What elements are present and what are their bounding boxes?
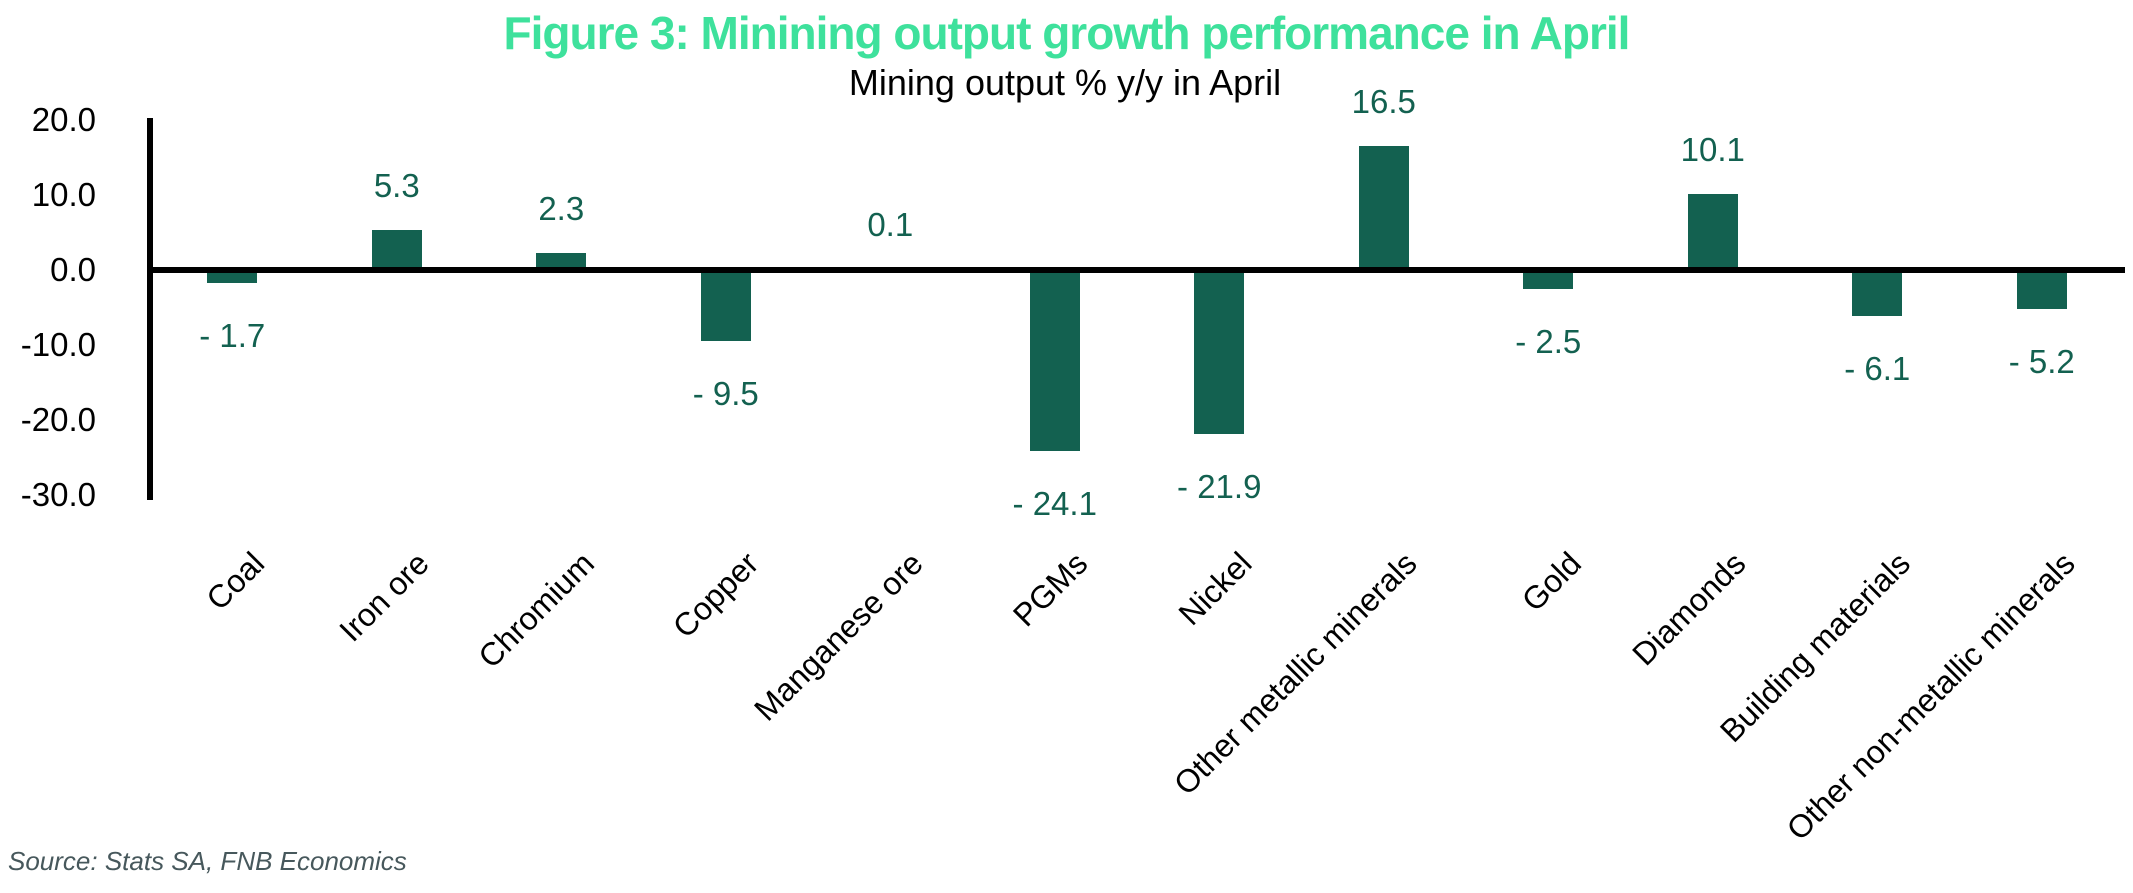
data-label-other-metallic-minerals: 16.5 <box>1351 83 1416 120</box>
bar-iron-ore <box>371 230 422 270</box>
x-axis-label-copper: Copper <box>665 545 766 645</box>
y-tick-label: 10.0 <box>31 176 96 213</box>
data-label-iron-ore: 5.3 <box>373 167 420 204</box>
bar-chromium <box>536 253 587 270</box>
bar-copper <box>700 270 751 341</box>
bar-nickel <box>1194 270 1245 434</box>
bar-other-metallic-minerals <box>1358 146 1409 270</box>
y-tick-label: -30.0 <box>20 476 96 513</box>
data-label-manganese-ore: 0.1 <box>867 206 914 243</box>
x-axis-label-manganese-ore: Manganese ore <box>747 545 930 728</box>
bar-pgms <box>1029 270 1080 451</box>
x-axis-label-chromium: Chromium <box>470 545 601 675</box>
bar-coal <box>207 270 258 283</box>
figure-title: Figure 3: Minining output growth perform… <box>503 7 1631 59</box>
y-tick-label: 20.0 <box>31 101 96 138</box>
data-label-pgms: - 24.1 <box>1012 485 1097 522</box>
x-axis-label-other-non-metallic-minerals: Other non-metallic minerals <box>1779 545 2082 848</box>
source-note: Source: Stats SA, FNB Economics <box>8 846 407 876</box>
chart-title: Mining output % y/y in April <box>848 62 1282 103</box>
x-axis-label-iron-ore: Iron ore <box>332 545 437 649</box>
data-label-nickel: - 21.9 <box>1177 468 1262 505</box>
bar-gold <box>1523 270 1574 289</box>
y-axis-line <box>147 118 153 500</box>
y-tick-label: -10.0 <box>20 326 96 363</box>
x-axis-label-diamonds: Diamonds <box>1624 545 1753 673</box>
y-tick-label: -20.0 <box>20 401 96 438</box>
data-label-other-non-metallic-minerals: - 5.2 <box>2008 343 2075 380</box>
data-label-building-materials: - 6.1 <box>1844 350 1911 387</box>
data-label-copper: - 9.5 <box>692 375 759 412</box>
data-label-gold: - 2.5 <box>1515 323 1582 360</box>
data-label-chromium: 2.3 <box>538 190 585 227</box>
bar-other-non-metallic-minerals <box>2016 270 2067 309</box>
data-label-coal: - 1.7 <box>199 317 266 354</box>
x-axis-label-gold: Gold <box>1514 545 1588 619</box>
zero-baseline <box>147 267 2125 273</box>
y-tick-label: 0.0 <box>50 251 96 288</box>
bar-diamonds <box>1687 194 1738 270</box>
x-axis-label-nickel: Nickel <box>1171 545 1259 633</box>
bar-building-materials <box>1852 270 1903 316</box>
x-axis-label-coal: Coal <box>199 545 272 617</box>
data-label-diamonds: 10.1 <box>1680 131 1745 168</box>
x-axis-label-pgms: PGMs <box>1005 545 1095 634</box>
